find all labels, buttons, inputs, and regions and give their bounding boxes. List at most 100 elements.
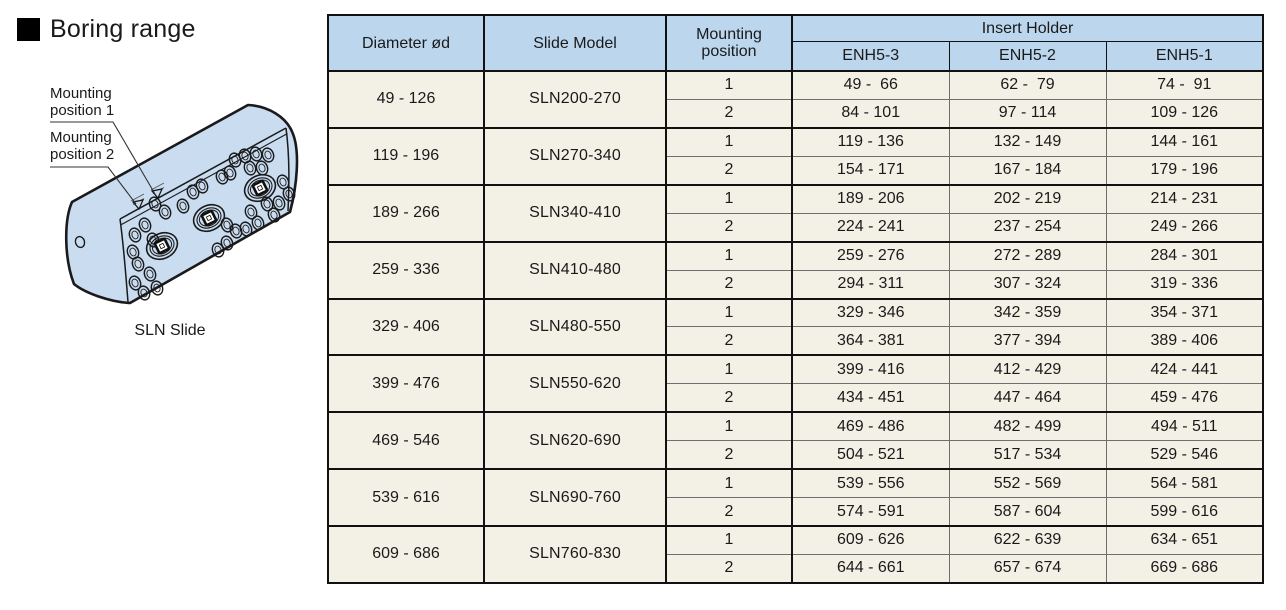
mounting-position-cell: 1 [665,240,793,271]
table-row: 469 - 546 SLN620-690 1 469 - 486 482 - 4… [327,411,1264,470]
enh5-3-range-cell: 469 - 486 [791,411,950,442]
enh5-1-range-cell: 424 - 441 [1105,354,1264,385]
enh5-2-range-cell: 377 - 394 [948,326,1107,356]
table-row: 2 84 - 101 97 - 114 109 - 126 [328,98,1264,129]
enh5-3-range-cell: 329 - 346 [791,297,950,328]
table-row: 49 - 126 SLN200-270 1 49 - 66 62 - 79 74… [327,69,1264,129]
enh5-2-range-cell: 62 - 79 [948,69,1107,100]
sln-slide-illustration [50,103,299,305]
section-title: Boring range [50,15,196,43]
enh5-1-range-cell: 459 - 476 [1105,383,1264,413]
mounting-position-cell: 2 [665,212,793,243]
enh5-2-range-cell: 237 - 254 [948,212,1107,243]
mounting-position-cell: 2 [665,497,793,527]
table-row: 609 - 686 SLN760-830 1 609 - 626 622 - 6… [327,524,1264,584]
header-insert-holder: Insert Holder [791,14,1264,42]
mounting-position-1-arrow-icon [150,188,164,200]
table-row: 2 574 - 591 587 - 604 599 - 616 [328,497,1264,527]
table-row: 2 644 - 661 657 - 674 669 - 686 [328,553,1264,584]
enh5-3-range-cell: 49 - 66 [791,69,950,100]
table-row: 329 - 406 SLN480-550 1 329 - 346 342 - 3… [327,297,1264,356]
enh5-2-range-cell: 447 - 464 [948,383,1107,413]
enh5-1-range-cell: 494 - 511 [1105,411,1264,442]
header-enh5-1: ENH5-1 [1105,40,1264,72]
diameter-cell: 189 - 266 [327,183,485,243]
enh5-1-range-cell: 319 - 336 [1105,269,1264,300]
enh5-1-range-cell: 529 - 546 [1105,440,1264,470]
mounting-position-cell: 2 [665,155,793,186]
table-row: 2 434 - 451 447 - 464 459 - 476 [328,383,1264,413]
table-row: 189 - 266 SLN340-410 1 189 - 206 202 - 2… [327,183,1264,243]
mounting-position-cell: 1 [665,468,793,499]
enh5-3-range-cell: 434 - 451 [791,383,950,413]
mounting-position-cell: 1 [665,69,793,100]
enh5-3-range-cell: 294 - 311 [791,269,950,300]
diameter-cell: 259 - 336 [327,240,485,299]
enh5-1-range-cell: 389 - 406 [1105,326,1264,356]
enh5-3-range-cell: 644 - 661 [791,553,950,584]
enh5-2-range-cell: 342 - 359 [948,297,1107,328]
header-enh5-2: ENH5-2 [948,40,1107,72]
enh5-3-range-cell: 189 - 206 [791,183,950,214]
mounting-position-cell: 1 [665,411,793,442]
slide-model-cell: SLN480-550 [483,297,667,356]
slide-model-cell: SLN760-830 [483,525,667,584]
enh5-2-range-cell: 97 - 114 [948,98,1107,129]
mounting-position-cell: 1 [665,126,793,157]
enh5-2-range-cell: 482 - 499 [948,411,1107,442]
enh5-1-range-cell: 634 - 651 [1105,524,1264,555]
diameter-cell: 469 - 546 [327,411,485,470]
leader-line-position-2 [50,166,137,205]
slide-model-cell: SLN550-620 [483,354,667,413]
table-row: 119 - 196 SLN270-340 1 119 - 136 132 - 1… [327,126,1264,186]
mounting-position-cell: 1 [665,297,793,328]
enh5-2-range-cell: 517 - 534 [948,440,1107,470]
diameter-cell: 539 - 616 [327,468,485,527]
enh5-1-range-cell: 109 - 126 [1105,98,1264,129]
enh5-3-range-cell: 84 - 101 [791,98,950,129]
enh5-1-range-cell: 179 - 196 [1105,155,1264,186]
table-row: 2 224 - 241 237 - 254 249 - 266 [328,212,1264,243]
enh5-3-range-cell: 539 - 556 [791,468,950,499]
enh5-3-range-cell: 259 - 276 [791,240,950,271]
enh5-1-range-cell: 249 - 266 [1105,212,1264,243]
boring-range-table: Diameter ød Slide Model Mounting positio… [327,14,1265,584]
enh5-3-range-cell: 154 - 171 [791,155,950,186]
illustration-caption: SLN Slide [134,322,206,339]
slide-model-cell: SLN690-760 [483,468,667,527]
header-mounting-position: Mounting position [665,14,793,72]
enh5-2-range-cell: 622 - 639 [948,524,1107,555]
mounting-position-1-label: Mounting position 1 [50,85,115,119]
mounting-position-cell: 2 [665,326,793,356]
enh5-2-range-cell: 657 - 674 [948,553,1107,584]
enh5-2-range-cell: 132 - 149 [948,126,1107,157]
diameter-cell: 609 - 686 [327,525,485,584]
table-row: 399 - 476 SLN550-620 1 399 - 416 412 - 4… [327,354,1264,413]
enh5-2-range-cell: 587 - 604 [948,497,1107,527]
enh5-3-range-cell: 574 - 591 [791,497,950,527]
mounting-position-cell: 2 [665,440,793,470]
enh5-1-range-cell: 669 - 686 [1105,553,1264,584]
header-enh5-3: ENH5-3 [791,40,950,72]
enh5-2-range-cell: 307 - 324 [948,269,1107,300]
table-row: 539 - 616 SLN690-760 1 539 - 556 552 - 5… [327,468,1264,527]
enh5-2-range-cell: 412 - 429 [948,354,1107,385]
enh5-1-range-cell: 284 - 301 [1105,240,1264,271]
enh5-3-range-cell: 504 - 521 [791,440,950,470]
header-diameter: Diameter ød [327,14,485,72]
enh5-1-range-cell: 599 - 616 [1105,497,1264,527]
header-slide-model: Slide Model [483,14,667,72]
enh5-3-range-cell: 399 - 416 [791,354,950,385]
diameter-cell: 119 - 196 [327,126,485,186]
mounting-position-cell: 2 [665,269,793,300]
slide-model-cell: SLN410-480 [483,240,667,299]
enh5-3-range-cell: 224 - 241 [791,212,950,243]
enh5-2-range-cell: 552 - 569 [948,468,1107,499]
mounting-position-cell: 1 [665,354,793,385]
section-header: Boring range [17,15,196,44]
table-row: 2 294 - 311 307 - 324 319 - 336 [328,269,1264,300]
slide-model-cell: SLN620-690 [483,411,667,470]
mounting-position-cell: 2 [665,383,793,413]
leader-line-position-1 [50,121,156,195]
